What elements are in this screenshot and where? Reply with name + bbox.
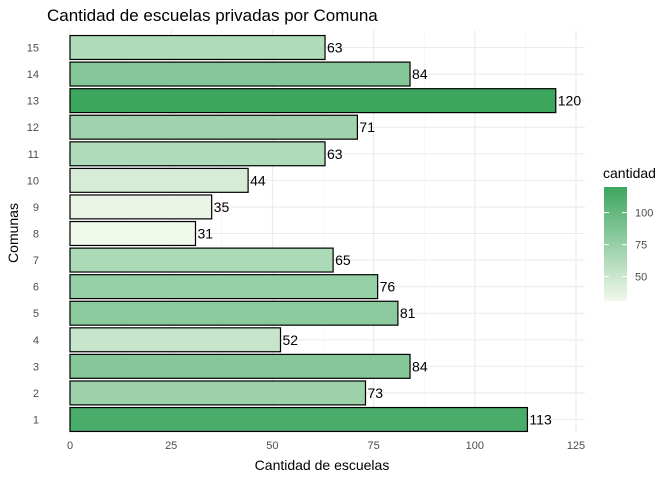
data-label: 35	[214, 199, 230, 215]
chart-title: Cantidad de escuelas privadas por Comuna	[47, 6, 378, 25]
y-tick-label: 7	[33, 255, 39, 267]
y-tick-label: 11	[28, 149, 39, 161]
data-label: 81	[400, 305, 416, 321]
data-label: 65	[335, 252, 351, 268]
data-label: 52	[282, 332, 298, 348]
y-tick-label: 9	[33, 202, 39, 214]
y-tick-label: 1	[33, 415, 39, 427]
bar	[69, 380, 367, 406]
bar	[69, 274, 379, 300]
bar	[69, 88, 557, 114]
bar	[69, 194, 213, 220]
data-label: 120	[558, 93, 582, 109]
color-legend: cantidad 50 75 100	[603, 165, 656, 301]
data-label: 84	[412, 358, 428, 374]
x-tick-label: 0	[67, 440, 73, 452]
y-tick-label: 2	[33, 388, 39, 400]
y-tick-label: 15	[27, 43, 39, 55]
legend-tick-label: 50	[635, 272, 647, 284]
legend-tick-label: 75	[635, 240, 647, 252]
y-tick-label: 14	[27, 69, 39, 81]
legend-tick-label: 100	[635, 208, 653, 220]
data-label: 31	[197, 226, 213, 242]
y-axis-title: Comunas	[5, 203, 21, 263]
y-tick-label: 4	[33, 335, 39, 347]
bar	[69, 247, 334, 273]
x-tick-label: 125	[567, 440, 585, 452]
bar	[69, 353, 411, 379]
y-tick-label: 8	[33, 229, 39, 241]
legend-title: cantidad	[603, 165, 656, 181]
bar	[69, 61, 411, 87]
x-tick-label: 50	[266, 440, 278, 452]
data-label: 73	[368, 385, 384, 401]
bar	[69, 141, 326, 167]
y-tick-label: 5	[33, 308, 39, 320]
y-tick-label: 13	[27, 96, 39, 108]
data-label: 84	[412, 66, 428, 82]
data-label: 63	[327, 146, 343, 162]
y-tick-label: 10	[27, 175, 39, 187]
data-label: 113	[529, 412, 552, 428]
bar	[69, 406, 529, 433]
y-tick-label: 6	[33, 282, 39, 294]
x-tick-label: 75	[367, 440, 379, 452]
bar	[69, 327, 282, 353]
data-label: 44	[250, 172, 266, 188]
bar	[69, 114, 359, 140]
x-tick-label: 25	[165, 440, 177, 452]
y-tick-label: 3	[33, 361, 39, 373]
bar	[69, 34, 326, 61]
x-axis-title: Cantidad de escuelas	[255, 457, 390, 473]
x-tick-label: 100	[466, 440, 484, 452]
legend-colorbar	[604, 187, 627, 301]
data-label: 63	[327, 40, 343, 56]
y-tick-label: 12	[27, 122, 39, 134]
bar	[69, 300, 399, 326]
data-label: 71	[359, 119, 375, 135]
data-label: 76	[380, 279, 396, 295]
bar	[69, 167, 249, 193]
bar	[69, 220, 197, 247]
